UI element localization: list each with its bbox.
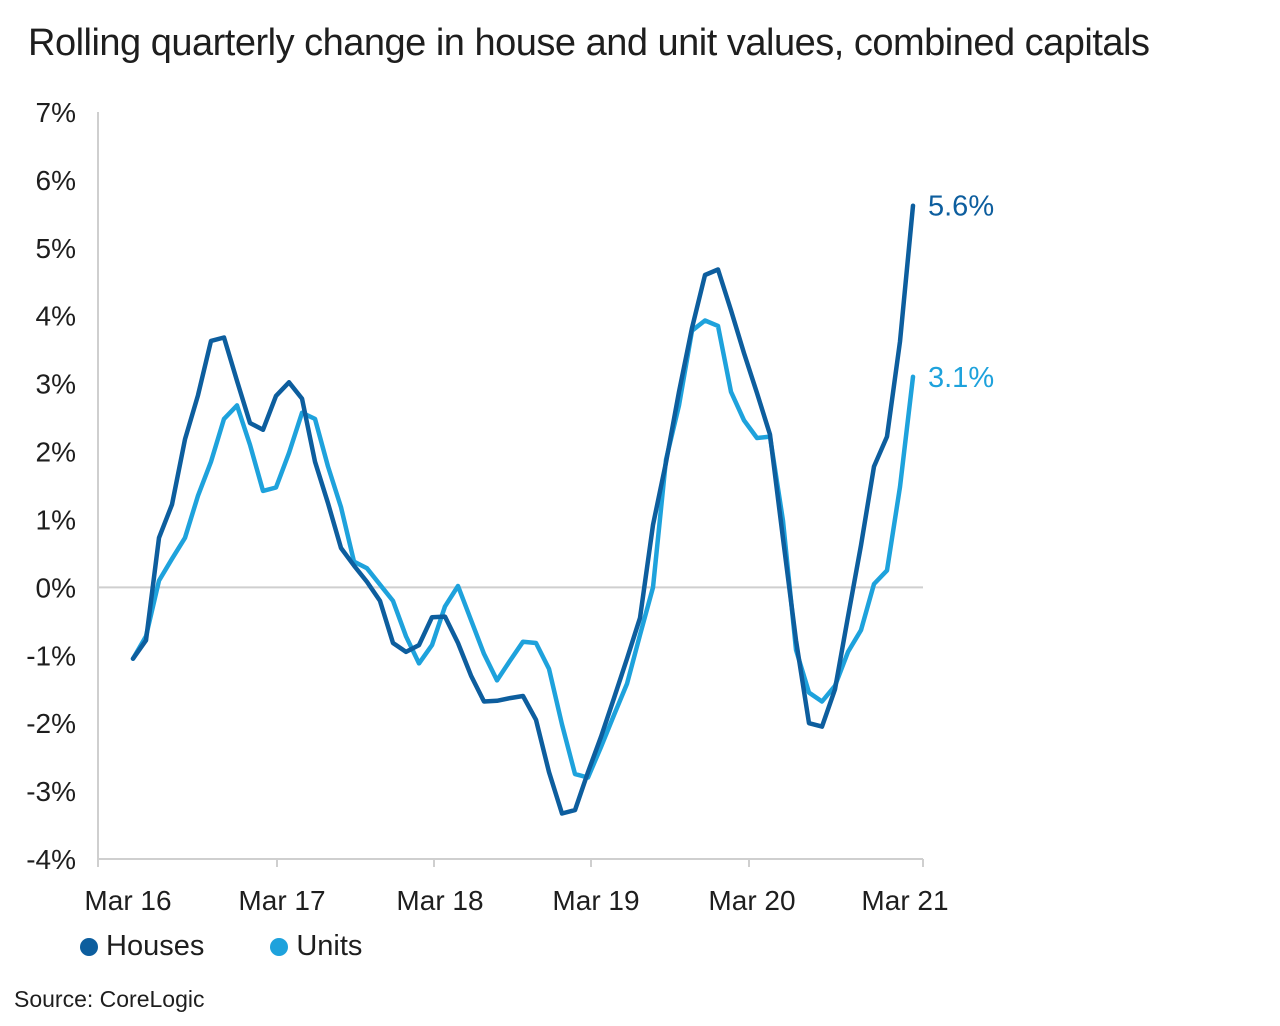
series-line-units bbox=[130, 318, 916, 780]
legend-label-units: Units bbox=[296, 930, 363, 962]
y-tick-label: 2% bbox=[36, 437, 76, 468]
legend-item-units: Units bbox=[270, 930, 362, 963]
source-note: Source: CoreLogic bbox=[14, 986, 205, 1012]
y-tick-label: -1% bbox=[26, 640, 76, 671]
legend-label-houses: Houses bbox=[106, 930, 205, 962]
end-label-houses: 5.6% bbox=[928, 191, 994, 223]
legend-swatch-houses bbox=[80, 937, 98, 956]
y-tick-label: 1% bbox=[36, 504, 76, 535]
y-tick-label: 4% bbox=[36, 301, 76, 332]
x-tick-label: Mar 21 bbox=[861, 885, 948, 916]
series-layer bbox=[130, 203, 916, 816]
y-tick-label: 6% bbox=[36, 165, 76, 196]
y-tick-label: -3% bbox=[26, 776, 76, 807]
y-tick-label: -2% bbox=[26, 708, 76, 739]
legend-item-houses: Houses bbox=[80, 930, 204, 963]
end-label-units: 3.1% bbox=[928, 362, 994, 394]
labels-layer: 3.1% 5.6% bbox=[928, 191, 994, 394]
legend: Houses Units bbox=[80, 930, 428, 963]
y-tick-label: 7% bbox=[36, 97, 76, 128]
axes: 7% 6% 5% 4% 3% 2% 1% 0% -1% -2% -3% -4% Mar 16 Mar 17… bbox=[26, 97, 948, 916]
y-tick-label: 3% bbox=[36, 369, 76, 400]
x-tick-label: Mar 20 bbox=[708, 885, 795, 916]
x-tick-label: Mar 19 bbox=[552, 885, 639, 916]
x-tick-label: Mar 18 bbox=[396, 885, 483, 916]
legend-swatch-units bbox=[270, 937, 289, 956]
y-tick-label: 0% bbox=[36, 572, 76, 603]
series-line-houses bbox=[130, 203, 916, 816]
x-tick-label: Mar 17 bbox=[238, 885, 325, 916]
y-tick-label: -4% bbox=[26, 844, 76, 875]
chart-title: Rolling quarterly change in house and un… bbox=[28, 22, 1150, 64]
x-tick-label: Mar 16 bbox=[84, 885, 171, 916]
y-tick-label: 5% bbox=[36, 233, 76, 264]
